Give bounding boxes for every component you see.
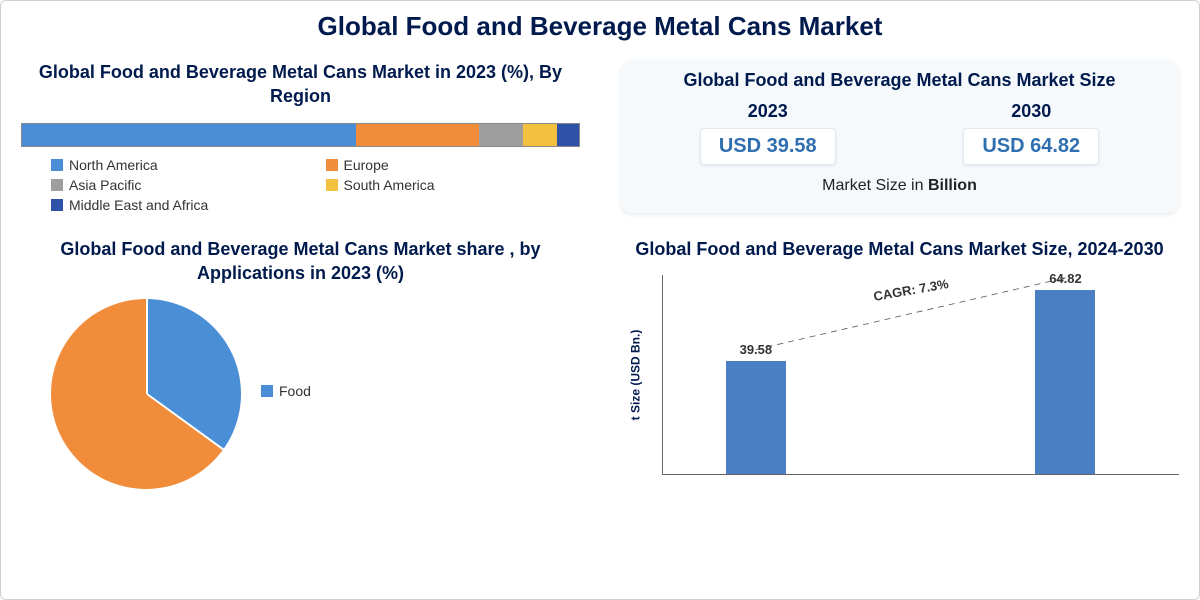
market-size-value-right: USD 64.82 bbox=[963, 128, 1099, 165]
legend-swatch bbox=[51, 159, 63, 171]
legend-label: Food bbox=[279, 383, 311, 399]
region-legend-item: Asia Pacific bbox=[51, 177, 306, 193]
region-stacked-bar bbox=[21, 123, 580, 147]
region-legend: North America Europe Asia Pacific South Ame… bbox=[21, 157, 580, 213]
market-size-year-right: 2030 bbox=[1011, 101, 1051, 122]
pie-panel: Global Food and Beverage Metal Cans Mark… bbox=[21, 237, 580, 490]
pie-separator bbox=[146, 299, 148, 394]
market-size-year-row: 2023 2030 bbox=[636, 101, 1163, 122]
market-size-card: Global Food and Beverage Metal Cans Mark… bbox=[620, 60, 1179, 213]
legend-swatch bbox=[326, 179, 338, 191]
region-bar-panel: Global Food and Beverage Metal Cans Mark… bbox=[21, 60, 580, 213]
market-size-subtitle: Market Size in Billion bbox=[636, 177, 1163, 195]
legend-label: North America bbox=[69, 157, 158, 173]
region-legend-item: Europe bbox=[326, 157, 581, 173]
market-size-value-left: USD 39.58 bbox=[700, 128, 836, 165]
legend-label: Asia Pacific bbox=[69, 177, 141, 193]
growth-value-label: 64.82 bbox=[1049, 271, 1082, 286]
growth-plot: 39.5864.82CAGR: 7.3% bbox=[662, 275, 1179, 475]
pie-title: Global Food and Beverage Metal Cans Mark… bbox=[21, 237, 580, 286]
market-size-title: Global Food and Beverage Metal Cans Mark… bbox=[636, 70, 1163, 91]
region-bar-segment bbox=[479, 124, 524, 146]
growth-ylabel: t Size (USD Bn.) bbox=[628, 330, 642, 421]
legend-swatch bbox=[51, 179, 63, 191]
dashboard-grid: Global Food and Beverage Metal Cans Mark… bbox=[21, 60, 1179, 489]
region-legend-item: Middle East and Africa bbox=[51, 197, 306, 213]
legend-swatch bbox=[261, 385, 273, 397]
legend-swatch bbox=[326, 159, 338, 171]
market-size-subtitle-prefix: Market Size in bbox=[822, 177, 928, 194]
region-bar-segment bbox=[22, 124, 356, 146]
growth-value-label: 39.58 bbox=[740, 342, 773, 357]
growth-panel: Global Food and Beverage Metal Cans Mark… bbox=[620, 237, 1179, 490]
main-title: Global Food and Beverage Metal Cans Mark… bbox=[21, 11, 1179, 42]
growth-title: Global Food and Beverage Metal Cans Mark… bbox=[620, 237, 1179, 261]
market-size-value-row: USD 39.58 USD 64.82 bbox=[636, 128, 1163, 165]
growth-wrap: t Size (USD Bn.) 39.5864.82CAGR: 7.3% bbox=[620, 275, 1179, 475]
pie-chart bbox=[51, 299, 241, 489]
market-size-subtitle-bold: Billion bbox=[928, 177, 977, 194]
region-legend-item: South America bbox=[326, 177, 581, 193]
legend-label: Middle East and Africa bbox=[69, 197, 208, 213]
growth-yaxis: t Size (USD Bn.) bbox=[620, 275, 650, 475]
region-bar-title: Global Food and Beverage Metal Cans Mark… bbox=[21, 60, 580, 109]
legend-label: Europe bbox=[344, 157, 389, 173]
growth-bar bbox=[726, 361, 786, 474]
pie-separator bbox=[146, 393, 224, 450]
region-bar-segment bbox=[356, 124, 479, 146]
cagr-label: CAGR: 7.3% bbox=[872, 276, 949, 304]
growth-bar bbox=[1035, 290, 1095, 474]
pie-legend-item: Food bbox=[261, 383, 311, 399]
region-bar-segment bbox=[557, 124, 579, 146]
pie-wrap: Food bbox=[21, 299, 580, 489]
pie-legend: Food bbox=[261, 383, 311, 405]
region-legend-item: North America bbox=[51, 157, 306, 173]
legend-label: South America bbox=[344, 177, 435, 193]
market-size-year-left: 2023 bbox=[748, 101, 788, 122]
legend-swatch bbox=[51, 199, 63, 211]
region-bar-segment bbox=[523, 124, 556, 146]
